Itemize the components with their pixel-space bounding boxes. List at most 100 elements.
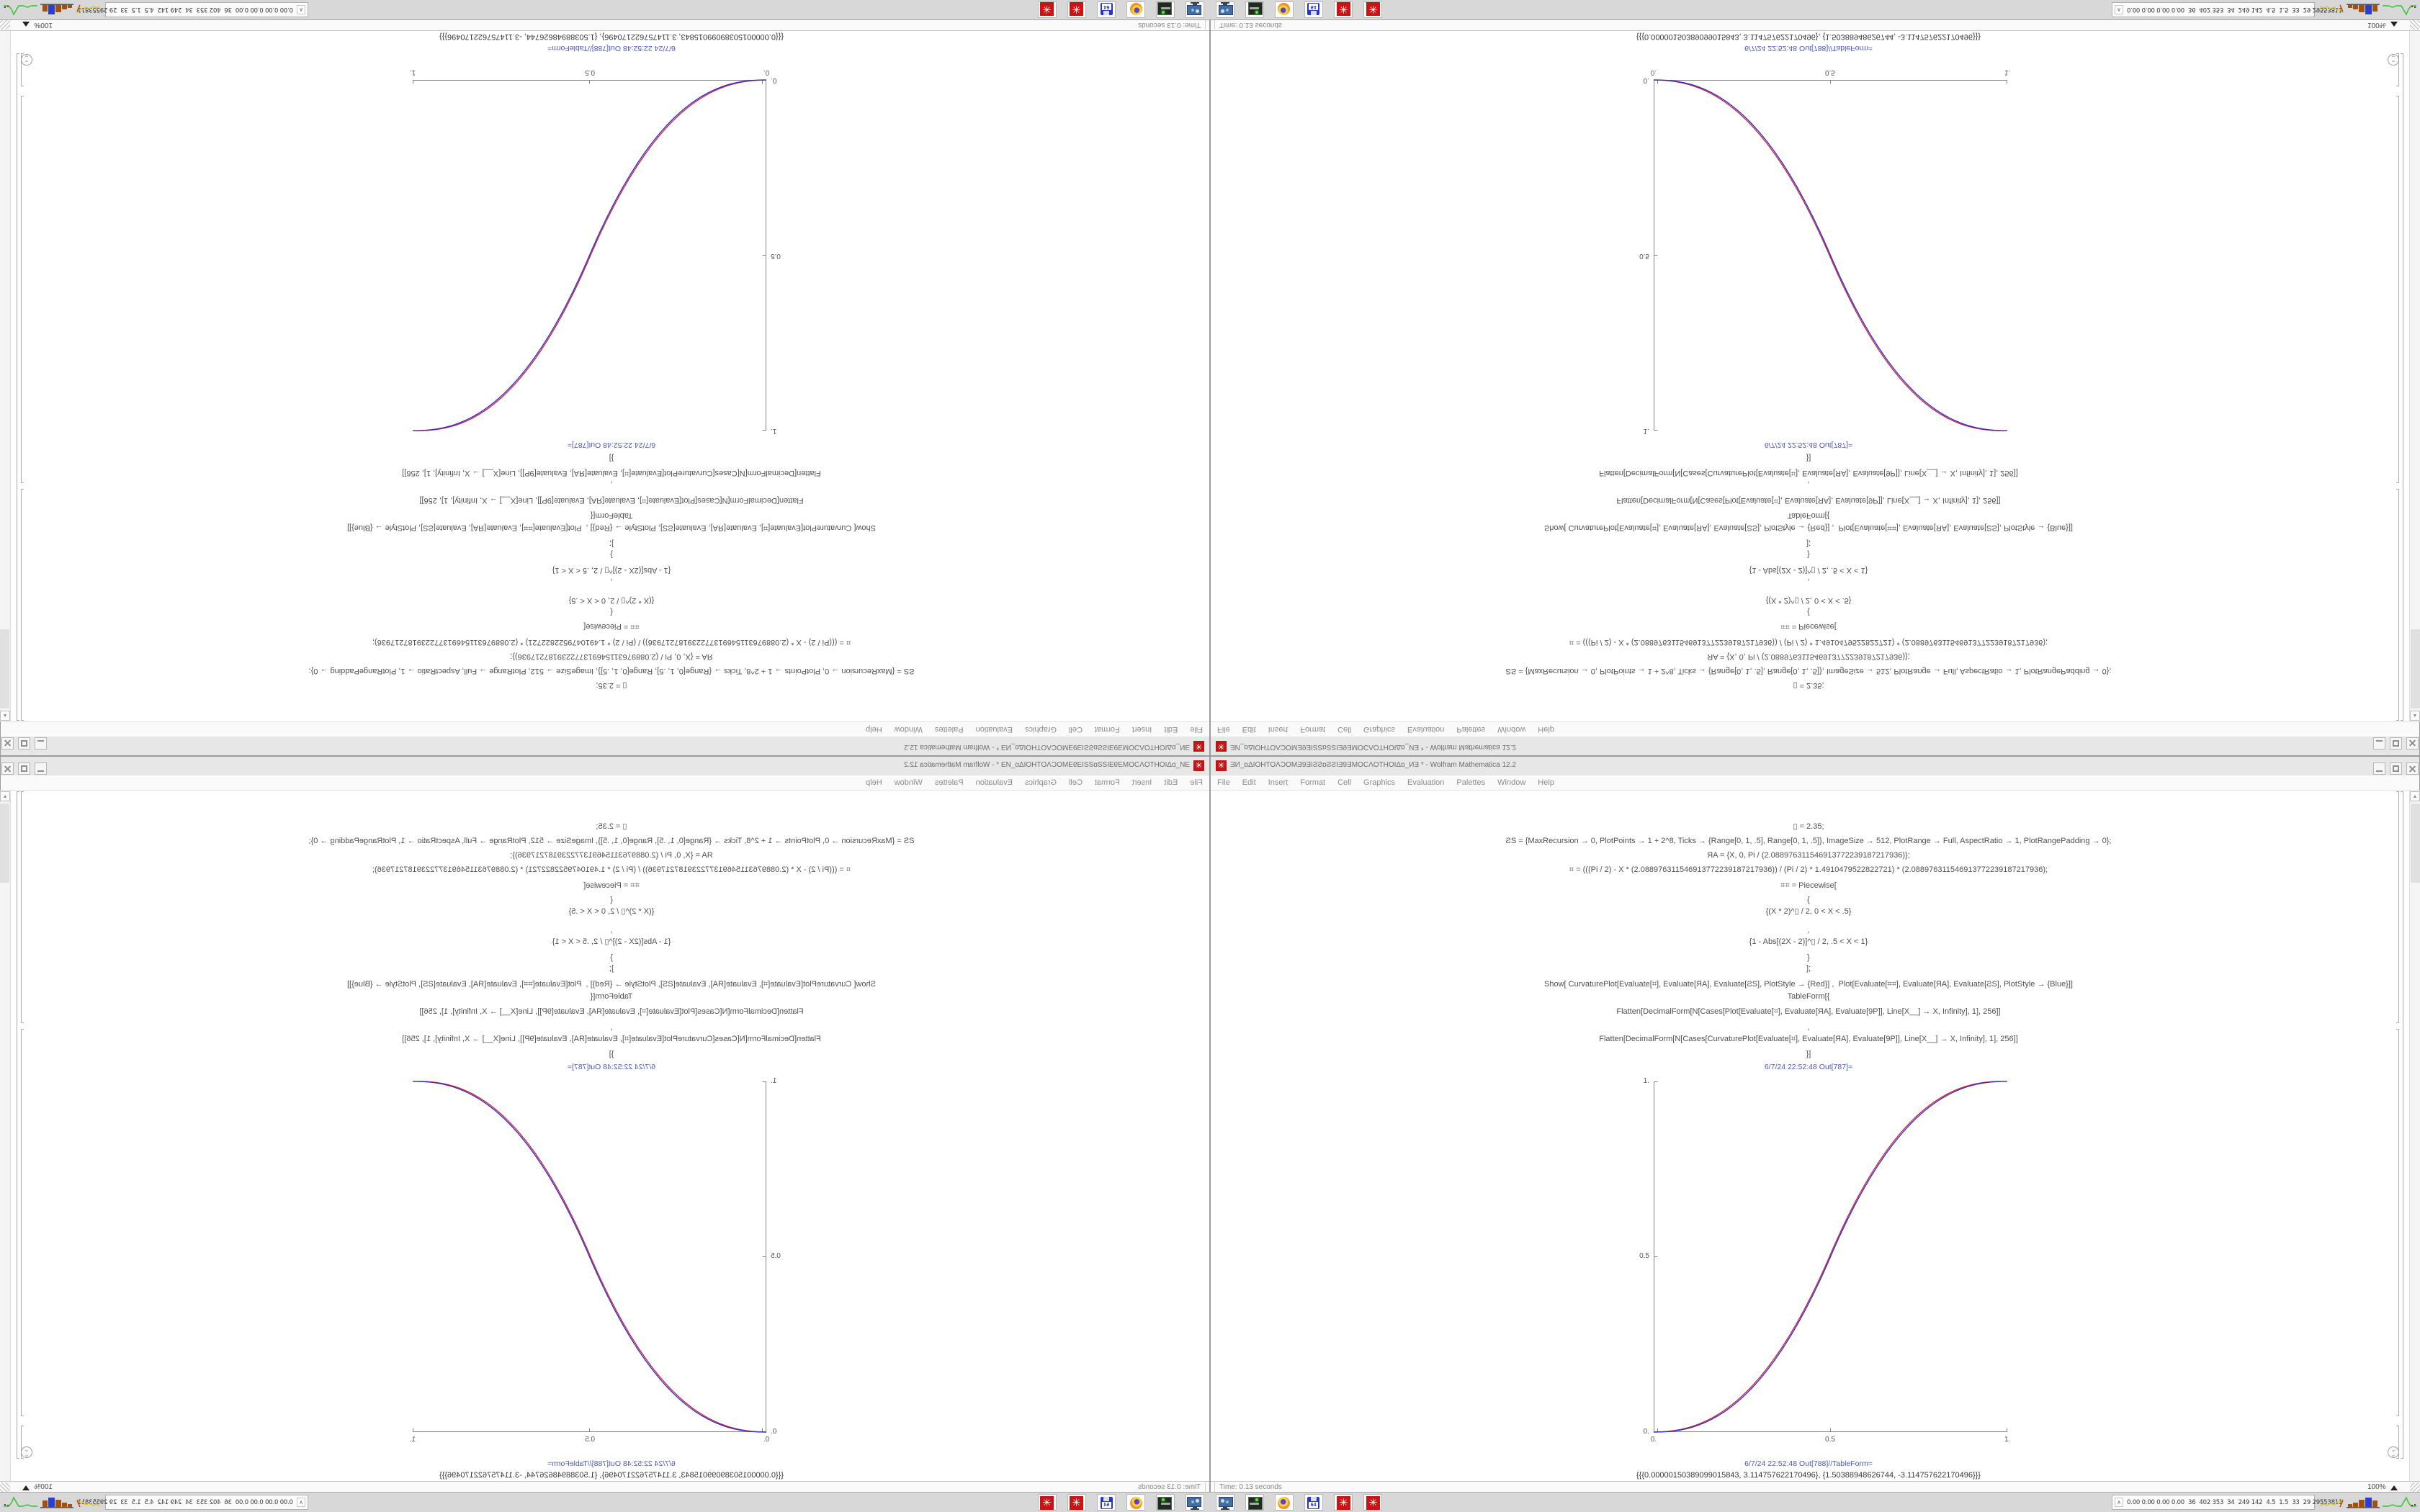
system-monitor-tray[interactable]: ∧ 0.00 0.00 0.00 0.00 36 402 353 34 249 … (2112, 1495, 2342, 1510)
taskbar-item-floppy64[interactable]: 64 (1304, 1494, 1323, 1511)
code-line[interactable]: { (610, 896, 613, 904)
magnification-arrow-icon[interactable] (2390, 1485, 2398, 1490)
code-line[interactable]: , (610, 1023, 613, 1032)
code-line[interactable]: }] (1806, 454, 1811, 462)
taskbar-item-gear-1[interactable]: ✳ (1067, 1, 1086, 18)
menu-item-palettes[interactable]: Palettes (934, 725, 964, 734)
out787-cell-bracket[interactable] (2396, 96, 2399, 483)
taskbar-item-firefox[interactable] (1275, 1494, 1294, 1511)
system-monitor-tray[interactable]: ∧ 0.00 0.00 0.00 0.00 36 402 353 34 249 … (78, 2, 308, 17)
tray-chevron-icon[interactable]: ∧ (297, 1498, 305, 1507)
tray-graph-cpu-icon[interactable] (76, 4, 101, 17)
code-line[interactable]: Show[ CurvaturePlot[Evaluate[⌗], Evaluat… (1544, 523, 2073, 532)
menu-item-graphics[interactable]: Graphics (1024, 778, 1057, 787)
menu-item-edit[interactable]: Edit (1164, 778, 1178, 787)
code-line[interactable]: {1 - Abs[(2X - 2)]^▯ / 2, .5 < X < 1} (552, 566, 671, 575)
menu-item-window[interactable]: Window (1497, 725, 1526, 734)
code-line[interactable]: ⌗ = (((Pi / 2) - X * (2.0889763115469137… (372, 865, 851, 874)
minimize-button[interactable] (35, 737, 47, 750)
menu-item-cell[interactable]: Cell (1068, 778, 1083, 787)
cell-group-bracket[interactable] (2401, 53, 2403, 721)
input-cell-bracket[interactable] (21, 489, 24, 721)
menu-item-edit[interactable]: Edit (1242, 778, 1256, 787)
menu-item-insert[interactable]: Insert (1131, 778, 1152, 787)
code-line[interactable]: Show[ CurvaturePlot[Evaluate[⌗], Evaluat… (347, 980, 876, 989)
code-line[interactable]: ЯA = {X, 0, Pi / (2.08897631154691377223… (510, 851, 713, 860)
code-line[interactable]: {(X * 2)^▯ / 2, 0 < X < .5} (568, 907, 655, 916)
input-cell-bracket[interactable] (21, 791, 24, 1023)
maximize-button[interactable] (2390, 737, 2402, 750)
window-titlebar[interactable]: ✳ ƎИ_ɒΔIOHTOΛƆOMƎ9ƎIƧƧɒƧƧIƎ9ƎMOCΛOTHOIΔɒ… (1, 757, 1209, 776)
tray-graph-network-icon[interactable] (3, 1495, 37, 1508)
code-line[interactable]: ЯA = {X, 0, Pi / (2.08897631154691377223… (1707, 851, 1910, 860)
system-monitor-tray[interactable]: ∧ 0.00 0.00 0.00 0.00 36 402 353 34 249 … (2112, 2, 2342, 17)
code-line[interactable]: { (1807, 608, 1810, 616)
taskbar-item-firefox[interactable] (1126, 1494, 1145, 1511)
menu-item-help[interactable]: Help (866, 778, 882, 787)
menu-item-file[interactable]: File (1217, 778, 1230, 787)
minimize-button[interactable] (2373, 737, 2385, 750)
menu-item-edit[interactable]: Edit (1164, 725, 1178, 734)
code-line[interactable]: Flatten[DecimalForm[N[Cases[Plot[Evaluat… (1616, 1007, 2001, 1016)
input-cell-bracket[interactable] (2396, 489, 2399, 721)
taskbar-item-gear-2[interactable]: ✳ (1363, 1494, 1382, 1511)
plot-output[interactable]: 1. 0.5 0. 0. 0.5 1. (410, 1077, 781, 1444)
code-line[interactable]: TableForm[{ (1787, 511, 1830, 520)
code-line[interactable]: ⌗ = (((Pi / 2) - X * (2.0889763115469137… (1569, 865, 2048, 874)
code-line[interactable]: ЯA = {X, 0, Pi / (2.08897631154691377223… (510, 652, 713, 661)
minimize-button[interactable] (2373, 762, 2385, 775)
code-line[interactable]: ⌗ = (((Pi / 2) - X * (2.0889763115469137… (1569, 638, 2048, 647)
code-line[interactable]: ▯ = 2.35; (1793, 681, 1824, 690)
code-line[interactable]: }] (609, 1050, 614, 1058)
input-cell-bracket[interactable] (2396, 791, 2399, 1023)
code-line[interactable]: } (610, 953, 613, 962)
code-line[interactable]: } (610, 550, 613, 559)
minimize-button[interactable] (35, 762, 47, 775)
code-line[interactable]: ƧS = {MaxRecursion → 0, PlotPoints → 1 +… (308, 837, 915, 845)
code-line[interactable]: ⌗⌗ = Piecewise[ (583, 881, 640, 890)
menu-item-format[interactable]: Format (1300, 778, 1326, 787)
menu-item-format[interactable]: Format (1094, 778, 1120, 787)
menu-item-file[interactable]: File (1190, 725, 1203, 734)
code-line[interactable]: {(X * 2)^▯ / 2, 0 < X < .5} (1765, 596, 1852, 605)
taskbar-item-gear-2[interactable]: ✳ (1038, 1494, 1057, 1511)
scroll-up-icon[interactable]: ▲ (0, 791, 10, 801)
vertical-scrollbar[interactable]: ▲ (0, 31, 11, 721)
resize-grip[interactable] (0, 1482, 10, 1493)
scroll-up-icon[interactable]: ▲ (2410, 791, 2420, 801)
code-line[interactable]: TableForm[{ (1787, 992, 1830, 1001)
scrollbar-thumb[interactable] (0, 629, 9, 708)
tray-graph-memory-icon[interactable] (2347, 1495, 2380, 1508)
tray-graph-memory-icon[interactable] (2347, 4, 2380, 17)
code-line[interactable]: ƧS = {MaxRecursion → 0, PlotPoints → 1 +… (1505, 837, 2112, 845)
taskbar-item-gear-2[interactable]: ✳ (1038, 1, 1057, 18)
code-line[interactable]: ⌗ = (((Pi / 2) - X * (2.0889763115469137… (372, 638, 851, 647)
code-line[interactable]: {(X * 2)^▯ / 2, 0 < X < .5} (568, 596, 655, 605)
taskbar-item-floppy64[interactable]: 64 (1097, 1, 1116, 18)
out787-cell-bracket[interactable] (21, 96, 24, 483)
tray-graph-network-icon[interactable] (3, 4, 37, 17)
code-line[interactable]: { (1807, 896, 1810, 904)
menu-item-help[interactable]: Help (1538, 778, 1554, 787)
jump-to-end-icon[interactable]: ⌄ ⌄ (21, 54, 32, 66)
code-line[interactable]: Flatten[DecimalForm[N[Cases[CurvaturePlo… (1599, 469, 2018, 477)
menu-item-help[interactable]: Help (866, 725, 882, 734)
code-line[interactable]: , (610, 577, 613, 586)
taskbar-item-monitor[interactable] (1216, 1, 1234, 18)
code-line[interactable]: Show[ CurvaturePlot[Evaluate[⌗], Evaluat… (347, 523, 876, 532)
menu-item-palettes[interactable]: Palettes (1456, 725, 1486, 734)
taskbar-item-drive[interactable] (1245, 1494, 1264, 1511)
taskbar-item-firefox[interactable] (1126, 1, 1145, 18)
out787-cell-bracket[interactable] (21, 1029, 24, 1416)
maximize-button[interactable] (2390, 762, 2402, 775)
menu-item-palettes[interactable]: Palettes (934, 778, 964, 787)
code-line[interactable]: TableForm[{ (590, 511, 633, 520)
out787-cell-bracket[interactable] (2396, 1029, 2399, 1416)
tray-graph-network-icon[interactable] (2383, 1495, 2417, 1508)
magnification-control[interactable]: 100% (2367, 21, 2386, 29)
close-button[interactable] (2406, 762, 2419, 775)
cell-group-bracket[interactable] (2401, 791, 2403, 1459)
magnification-control[interactable]: 100% (34, 21, 53, 29)
menu-item-evaluation[interactable]: Evaluation (975, 725, 1013, 734)
code-line[interactable]: Flatten[DecimalForm[N[Cases[Plot[Evaluat… (1616, 496, 2001, 505)
